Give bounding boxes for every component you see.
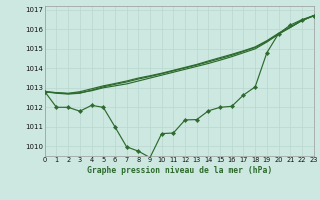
X-axis label: Graphe pression niveau de la mer (hPa): Graphe pression niveau de la mer (hPa) xyxy=(87,166,272,175)
